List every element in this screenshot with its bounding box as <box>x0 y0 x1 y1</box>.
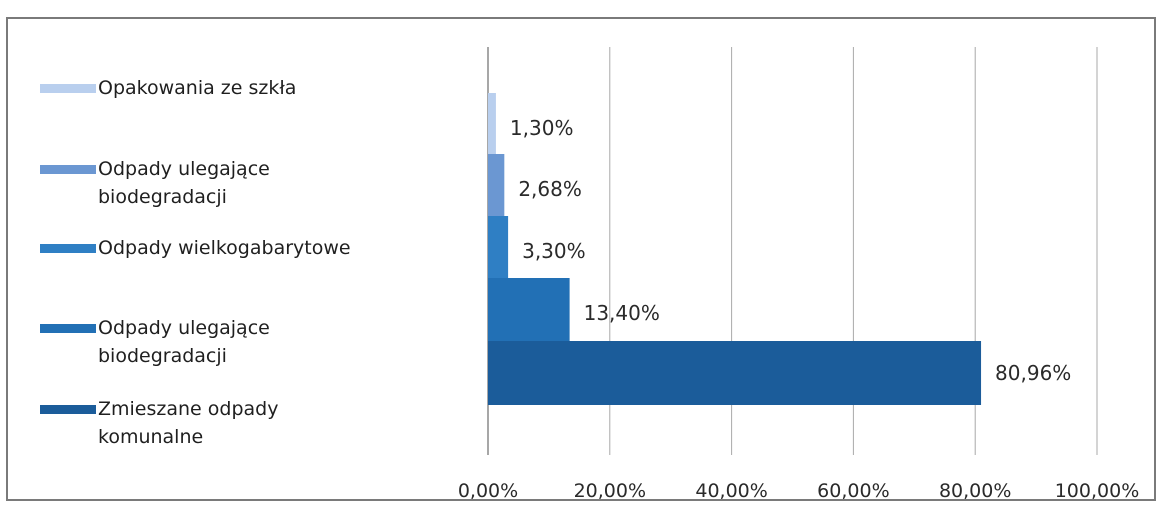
legend-label: Odpady wielkogabarytowe <box>98 237 351 259</box>
bars <box>488 93 982 405</box>
x-tick-label: 20,00% <box>574 480 646 502</box>
legend-item-glass: Opakowania ze szkła <box>40 74 296 102</box>
x-tick-label: 80,00% <box>939 480 1011 502</box>
data-label: 1,30% <box>510 116 574 140</box>
legend-swatch <box>40 324 96 333</box>
legend-label: Zmieszane odpady komunalne <box>98 398 279 448</box>
bar <box>488 278 570 341</box>
x-tick-label: 60,00% <box>817 480 889 502</box>
legend-swatch <box>40 165 96 174</box>
legend-label: Odpady ulegające biodegradacji <box>98 158 270 208</box>
bar <box>488 154 505 216</box>
data-label: 80,96% <box>995 361 1071 385</box>
legend-item-biodegradable-1: Odpady ulegające biodegradacji <box>40 155 270 211</box>
data-label: 3,30% <box>522 239 586 263</box>
x-tick-label: 100,00% <box>1055 480 1140 502</box>
bar <box>488 93 496 154</box>
data-label: 2,68% <box>518 177 582 201</box>
x-axis-ticks: 0,00% 20,00% 40,00% 60,00% 80,00% 100,00% <box>458 480 1139 502</box>
bar <box>488 341 982 405</box>
data-label: 13,40% <box>584 301 660 325</box>
legend-item-bulky: Odpady wielkogabarytowe <box>40 234 351 262</box>
legend-label: Odpady ulegające biodegradacji <box>98 317 270 367</box>
legend: Opakowania ze szkła Odpady ulegające bio… <box>40 0 440 511</box>
legend-label: Opakowania ze szkła <box>98 77 297 99</box>
legend-swatch <box>40 244 96 253</box>
legend-swatch <box>40 84 96 93</box>
data-labels: 1,30% 2,68% 3,30% 13,40% 80,96% <box>510 116 1071 385</box>
bar <box>488 216 509 278</box>
legend-item-biodegradable-2: Odpady ulegające biodegradacji <box>40 314 270 370</box>
legend-item-mixed: Zmieszane odpady komunalne <box>40 395 278 451</box>
x-tick-label: 0,00% <box>458 480 518 502</box>
x-tick-label: 40,00% <box>695 480 767 502</box>
legend-swatch <box>40 405 96 414</box>
chart-frame <box>6 17 1156 501</box>
